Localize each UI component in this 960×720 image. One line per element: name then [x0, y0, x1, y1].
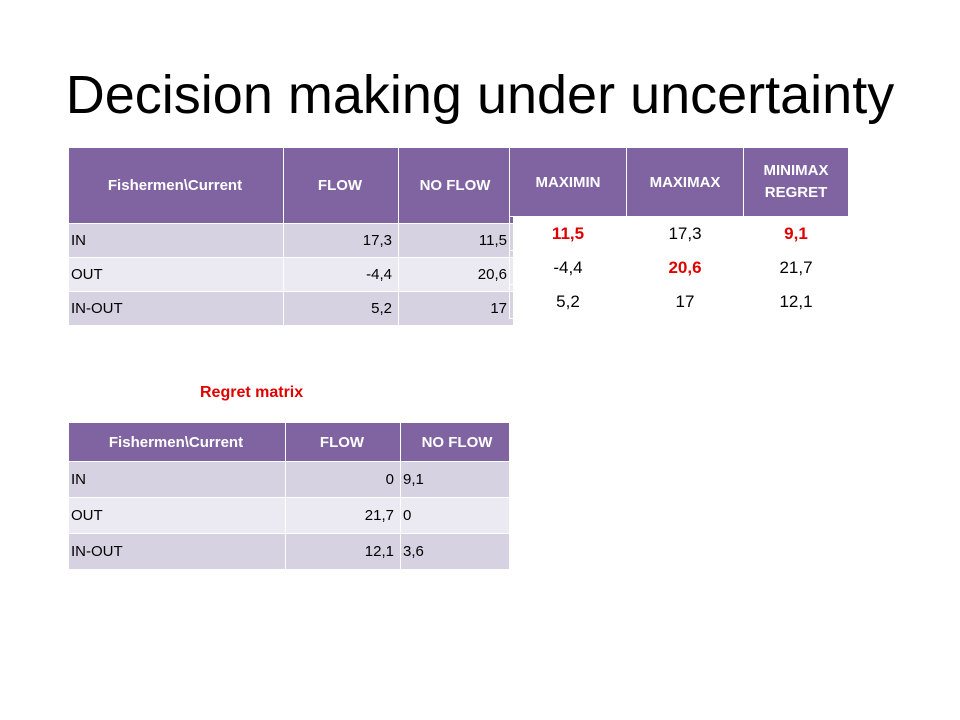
decision-criteria-table: MAXIMIN MAXIMAX MINIMAX REGRET 11,5 17,3…: [509, 147, 849, 319]
table-cell-highlighted: 20,6: [626, 250, 744, 285]
table-cell-highlighted: 11,5: [509, 216, 627, 251]
payoff-table: Fishermen\Current FLOW NO FLOW IN 17,3 1…: [68, 147, 514, 326]
regret-table: Fishermen\Current FLOW NO FLOW IN 0 9,1 …: [68, 422, 510, 570]
table-row: 11,5 17,3 9,1: [509, 216, 849, 251]
table-cell: 17,3: [283, 223, 399, 258]
table-row: IN-OUT 5,2 17: [68, 291, 514, 326]
table-cell: 9,1: [400, 461, 510, 498]
table-header-row: Fishermen\Current FLOW NO FLOW: [68, 422, 510, 462]
table-cell: OUT: [68, 497, 286, 534]
table-cell: OUT: [68, 257, 284, 292]
column-header: Fishermen\Current: [68, 147, 284, 224]
table-cell: 5,2: [283, 291, 399, 326]
column-header-maximax: MAXIMAX: [626, 147, 744, 217]
table-cell: IN: [68, 223, 284, 258]
column-header-minimax-regret: MINIMAX REGRET: [743, 147, 849, 217]
table-cell: 21,7: [285, 497, 401, 534]
table-cell: 17: [398, 291, 514, 326]
table-row: IN-OUT 12,1 3,6: [68, 533, 510, 570]
column-header: Fishermen\Current: [68, 422, 286, 462]
page-title: Decision making under uncertainty: [65, 65, 895, 125]
table-row: -4,4 20,6 21,7: [509, 250, 849, 285]
table-row: IN 0 9,1: [68, 461, 510, 498]
table-cell: 21,7: [743, 250, 849, 285]
column-header: FLOW: [285, 422, 401, 462]
table-cell: IN-OUT: [68, 533, 286, 570]
table-cell: 0: [400, 497, 510, 534]
table-row: IN 17,3 11,5: [68, 223, 514, 258]
table-cell: 0: [285, 461, 401, 498]
table-cell: -4,4: [283, 257, 399, 292]
table-cell: IN-OUT: [68, 291, 284, 326]
table-cell: IN: [68, 461, 286, 498]
table-cell-highlighted: 9,1: [743, 216, 849, 251]
column-header: NO FLOW: [400, 422, 510, 462]
table-header-row: Fishermen\Current FLOW NO FLOW: [68, 147, 514, 224]
table-cell: 17: [626, 284, 744, 319]
table-cell: 17,3: [626, 216, 744, 251]
table-cell: -4,4: [509, 250, 627, 285]
table-cell: 5,2: [509, 284, 627, 319]
table-row: OUT 21,7 0: [68, 497, 510, 534]
table-cell: 3,6: [400, 533, 510, 570]
table-cell: 11,5: [398, 223, 514, 258]
regret-matrix-label: Regret matrix: [200, 384, 304, 401]
column-header: NO FLOW: [398, 147, 514, 224]
column-header-maximin: MAXIMIN: [509, 147, 627, 217]
table-header-row: MAXIMIN MAXIMAX MINIMAX REGRET: [509, 147, 849, 217]
table-cell: 12,1: [285, 533, 401, 570]
table-cell: 12,1: [743, 284, 849, 319]
table-cell: 20,6: [398, 257, 514, 292]
column-header: FLOW: [283, 147, 399, 224]
table-row: 5,2 17 12,1: [509, 284, 849, 319]
table-row: OUT -4,4 20,6: [68, 257, 514, 292]
